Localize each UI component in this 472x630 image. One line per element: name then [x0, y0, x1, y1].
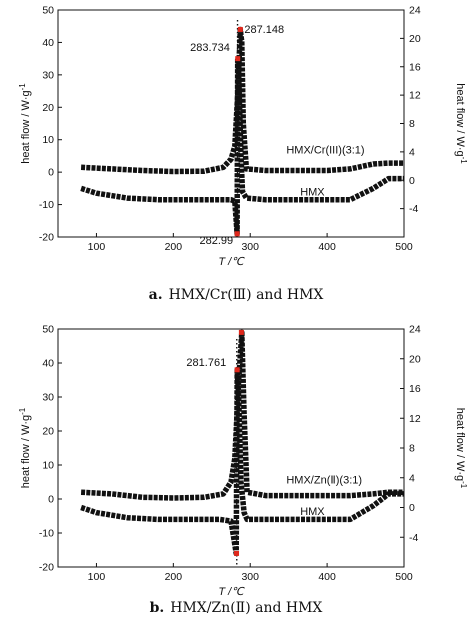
y-right-tick-label: -4: [409, 532, 418, 544]
peak-marker: [235, 56, 241, 62]
y-left-tick-label: 30: [42, 392, 54, 404]
y-right-tick-label: 8: [409, 443, 415, 455]
y-left-tick-label: 30: [42, 69, 54, 81]
series-label-hmx: HMX: [300, 186, 325, 198]
x-axis-label: T /℃: [218, 586, 245, 598]
series-line-composite: [80, 26, 404, 175]
y-axis-label-left-main: heat flow / W·g: [20, 90, 32, 163]
peak-annotation: 287.148: [244, 24, 284, 36]
y-right-tick-label: 12: [409, 413, 421, 425]
y-left-tick-label: 0: [48, 167, 54, 179]
y-axis-label-left: heat flow / W·g-1: [18, 83, 33, 164]
x-axis-label: T /℃: [218, 256, 245, 268]
peak-marker: [237, 26, 243, 32]
peak-marker: [238, 329, 244, 335]
y-axis-label-left-main: heat flow / W·g: [20, 415, 32, 488]
y-left-tick-label: -10: [39, 199, 54, 211]
y-right-tick-label: 24: [409, 5, 421, 17]
y-left-tick-label: 10: [42, 134, 54, 146]
x-tick-label: 100: [88, 571, 106, 583]
caption-letter: a.: [149, 287, 163, 303]
chart-panel-b: 100 200 300 400 500 -20 -10 0 10 20 30 40 50 -4 0 4 8 12 1…: [18, 324, 469, 617]
y-right-tick-label: 0: [409, 175, 415, 187]
series-label-composite: HMX/Cr(III)(3:1): [286, 145, 364, 157]
y-right-tick-label: 12: [409, 90, 421, 102]
caption-text: HMX/Cr(Ⅲ) and HMX: [169, 287, 324, 303]
x-tick-label: 500: [395, 571, 413, 583]
y-right-tick-label: 20: [409, 353, 421, 365]
x-tick-label: 500: [395, 241, 413, 253]
x-tick-label: 200: [165, 571, 183, 583]
y-left-tick-label: 40: [42, 358, 54, 370]
y-axis-label-right-main: heat flow / W·g: [454, 83, 466, 156]
y-right-tick-label: 4: [409, 146, 415, 158]
x-tick-label: 400: [318, 241, 336, 253]
figure-caption: a. HMX/Cr(Ⅲ) and HMX: [149, 287, 324, 303]
y-axis-label-right: heat flow / W·g-1: [454, 408, 469, 489]
x-tick-label: 100: [88, 241, 106, 253]
y-axis-label-left-unit: -1: [18, 83, 27, 91]
peak-marker: [234, 550, 240, 556]
caption-letter: b.: [150, 600, 165, 616]
peak-marker: [234, 367, 240, 373]
peak-marker: [234, 231, 240, 237]
x-tick-label: 200: [165, 241, 183, 253]
figure-caption: b. HMX/Zn(Ⅱ) and HMX: [150, 600, 323, 616]
y-right-tick-label: -4: [409, 203, 418, 215]
chart-panel-a: 100 200 300 400 500 -20 -10 0 10 20 30 40 50 -4 0 4 8 12 1…: [18, 5, 469, 304]
series-label-composite: HMX/Zn(Ⅱ)(3:1): [286, 475, 362, 487]
plot-frame: [57, 9, 405, 238]
y-right-tick-label: 24: [409, 324, 421, 336]
y-axis-label-left: heat flow / W·g-1: [18, 407, 33, 488]
series-line-hmx: [80, 367, 404, 557]
y-right-tick-label: 20: [409, 33, 421, 45]
y-right-tick-label: 8: [409, 118, 415, 130]
y-axis-label-right-unit: -1: [460, 481, 469, 489]
x-tick-label: 300: [241, 571, 259, 583]
y-axis-label-left-unit: -1: [18, 407, 27, 415]
y-left-tick-label: 40: [42, 37, 54, 49]
y-left-tick-label: 20: [42, 102, 54, 114]
y-right-tick-label: 16: [409, 61, 421, 73]
y-left-tick-label: -10: [39, 528, 54, 540]
y-left-tick-label: -20: [39, 232, 54, 244]
y-right-tick-label: 4: [409, 472, 415, 484]
x-tick-label: 300: [241, 241, 259, 253]
y-left-tick-label: 10: [42, 460, 54, 472]
y-axis-label-right: heat flow / W·g-1: [454, 83, 469, 164]
series-label-hmx: HMX: [300, 506, 325, 518]
y-left-tick-label: -20: [39, 562, 54, 574]
plot-area: [80, 329, 404, 565]
x-tick-label: 400: [318, 571, 336, 583]
caption-text: HMX/Zn(Ⅱ) and HMX: [170, 600, 322, 616]
y-left-tick-label: 20: [42, 426, 54, 438]
peak-annotation: 282.99: [199, 235, 233, 247]
y-left-tick-label: 0: [48, 494, 54, 506]
y-axis-label-right-main: heat flow / W·g: [454, 408, 466, 481]
plot-area: [80, 20, 404, 237]
y-axis-label-right-unit: -1: [460, 157, 469, 165]
y-right-tick-label: 16: [409, 383, 421, 395]
y-left-tick-label: 50: [42, 5, 54, 17]
peak-annotation: 281.761: [186, 357, 226, 369]
y-right-tick-label: 0: [409, 502, 415, 514]
y-left-tick-label: 50: [42, 324, 54, 336]
series-line-hmx: [80, 55, 404, 237]
peak-annotation: 283.734: [190, 42, 230, 54]
